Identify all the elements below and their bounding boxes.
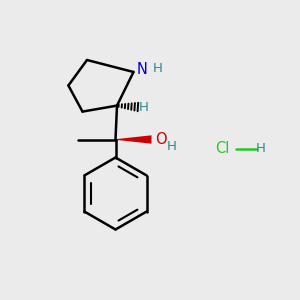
Polygon shape [116,135,152,144]
Text: Cl: Cl [215,141,229,156]
Text: N: N [137,61,148,76]
Text: O: O [155,132,166,147]
Text: H: H [256,142,266,155]
Text: H: H [153,62,162,76]
Text: H: H [139,100,149,114]
Text: H: H [167,140,177,153]
